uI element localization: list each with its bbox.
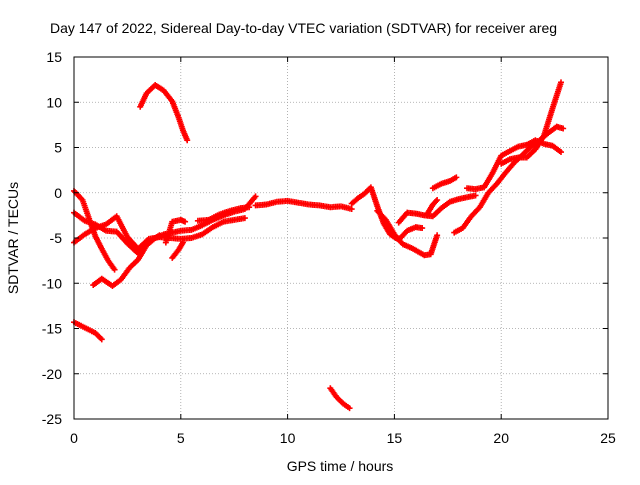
data-point <box>182 218 189 225</box>
x-tick-label: 20 <box>493 430 509 446</box>
data-point <box>156 232 163 239</box>
y-tick-label: 15 <box>46 49 62 65</box>
data-point <box>348 206 355 213</box>
axis-ticks: 0 5 10 15 20 25 15 10 5 0 -5 -10 -15 -20 -25 <box>42 49 616 446</box>
data-point <box>434 196 441 203</box>
data-point <box>252 193 259 200</box>
y-tick-label: -5 <box>50 230 63 246</box>
data-point <box>346 405 353 412</box>
data-point <box>560 125 567 132</box>
data-point <box>419 225 426 232</box>
y-tick-label: 5 <box>54 140 62 156</box>
y-tick-label: -15 <box>42 321 62 337</box>
chart-title: Day 147 of 2022, Sidereal Day-to-day VTE… <box>50 20 557 36</box>
data-point <box>558 149 565 156</box>
x-axis-label: GPS time / hours <box>287 458 394 474</box>
data-point <box>241 215 248 222</box>
y-tick-label: -25 <box>42 411 62 427</box>
y-tick-label: -20 <box>42 366 62 382</box>
y-tick-label: 10 <box>46 94 62 110</box>
y-tick-label: -10 <box>42 275 62 291</box>
data-points <box>71 79 567 412</box>
y-tick-label: 0 <box>54 185 62 201</box>
data-point <box>472 192 479 199</box>
data-point <box>433 198 440 205</box>
data-point <box>453 174 460 181</box>
data-point <box>558 79 565 86</box>
grid-lines <box>74 57 608 419</box>
x-tick-label: 0 <box>70 430 78 446</box>
x-tick-label: 25 <box>600 430 616 446</box>
data-point <box>434 232 441 239</box>
x-tick-label: 10 <box>280 430 296 446</box>
data-point <box>179 239 186 246</box>
y-axis-label: SDTVAR / TECUs <box>5 182 21 294</box>
data-point <box>98 336 105 343</box>
x-tick-label: 5 <box>177 430 185 446</box>
data-point <box>184 137 191 144</box>
data-point <box>246 204 253 211</box>
x-tick-label: 15 <box>387 430 403 446</box>
data-point <box>111 266 118 273</box>
